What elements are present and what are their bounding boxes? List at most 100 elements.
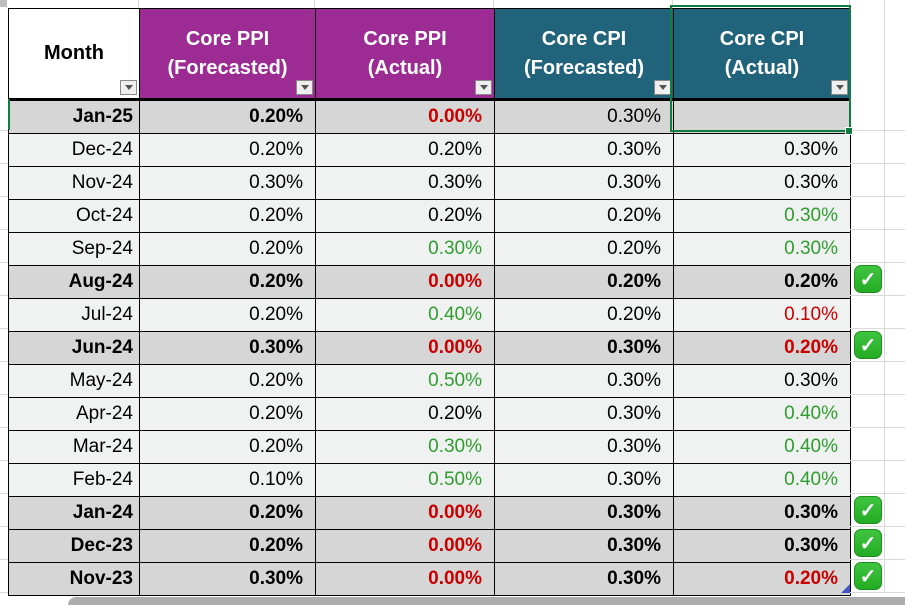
filter-dropdown-button[interactable] [120, 80, 137, 95]
cell-value[interactable]: 0.00% [315, 496, 495, 530]
cell-month[interactable]: Jan-25 [8, 99, 140, 134]
cell-value[interactable]: 0.20% [139, 496, 316, 530]
cell-value[interactable]: 0.20% [139, 232, 316, 266]
cell-value[interactable]: 0.20% [494, 298, 674, 332]
cell-month[interactable]: Feb-24 [8, 463, 140, 497]
cell-value[interactable]: 0.30% [494, 99, 674, 134]
cell-value[interactable]: 0.00% [315, 99, 495, 134]
chevron-down-icon [124, 85, 133, 90]
cell-value[interactable]: 0.20% [494, 265, 674, 299]
cell-value[interactable]: 0.20% [673, 265, 851, 299]
cell-value[interactable]: 0.30% [139, 166, 316, 200]
cell-month[interactable]: May-24 [8, 364, 140, 398]
cell-value[interactable]: 0.40% [315, 298, 495, 332]
cell-month[interactable]: Nov-24 [8, 166, 140, 200]
cell-value[interactable]: 0.30% [673, 364, 851, 398]
column-header-label: Month [44, 42, 104, 64]
cell-value[interactable] [673, 99, 851, 134]
cell-month[interactable]: Dec-23 [8, 529, 140, 563]
cell-value[interactable]: 0.10% [673, 298, 851, 332]
cell-value[interactable]: 0.20% [139, 529, 316, 563]
cell-value[interactable]: 0.30% [494, 331, 674, 365]
cell-month[interactable]: Jan-24 [8, 496, 140, 530]
cell-value[interactable]: 0.30% [673, 199, 851, 233]
filter-dropdown-button[interactable] [296, 80, 313, 95]
column-header-month[interactable]: Month [8, 8, 140, 101]
cell-value[interactable]: 0.10% [139, 463, 316, 497]
cell-value[interactable]: 0.30% [139, 562, 316, 596]
cell-value[interactable]: 0.30% [315, 430, 495, 464]
filter-dropdown-button[interactable] [475, 80, 492, 95]
cell-value[interactable]: 0.30% [139, 331, 316, 365]
cell-value[interactable]: 0.20% [139, 298, 316, 332]
cell-value[interactable]: 0.50% [315, 463, 495, 497]
cell-value[interactable]: 0.30% [494, 562, 674, 596]
cell-value[interactable]: 0.20% [139, 133, 316, 167]
cell-value[interactable]: 0.50% [315, 364, 495, 398]
cell-value[interactable]: 0.20% [139, 397, 316, 431]
cell-month[interactable]: Oct-24 [8, 199, 140, 233]
column-header-core-ppi-forecasted[interactable]: Core PPI (Forecasted) [139, 8, 316, 101]
cell-value[interactable]: 0.30% [673, 496, 851, 530]
cell-value[interactable]: 0.20% [673, 562, 851, 596]
cell-value[interactable]: 0.30% [494, 364, 674, 398]
cell-month[interactable]: Mar-24 [8, 430, 140, 464]
column-header-core-ppi-actual[interactable]: Core PPI (Actual) [315, 8, 495, 101]
gridline [0, 196, 8, 197]
cell-value[interactable]: 0.40% [673, 397, 851, 431]
cell-value[interactable]: 0.40% [673, 430, 851, 464]
cell-value[interactable]: 0.20% [139, 99, 316, 134]
table-row: Sep-24 0.20% 0.30% 0.20% 0.30% [8, 232, 851, 266]
cell-month[interactable]: Nov-23 [8, 562, 140, 596]
table-row: Feb-24 0.10% 0.50% 0.30% 0.40% [8, 463, 851, 497]
cell-month[interactable]: Aug-24 [8, 265, 140, 299]
cell-value[interactable]: 0.30% [494, 166, 674, 200]
fill-handle[interactable] [845, 127, 853, 135]
cell-month[interactable]: Apr-24 [8, 397, 140, 431]
cell-value[interactable]: 0.20% [315, 397, 495, 431]
cell-value[interactable]: 0.00% [315, 265, 495, 299]
cell-value[interactable]: 0.30% [673, 232, 851, 266]
cell-month[interactable]: Sep-24 [8, 232, 140, 266]
cell-value[interactable]: 0.20% [315, 199, 495, 233]
cell-value[interactable]: 0.30% [494, 463, 674, 497]
cell-value[interactable]: 0.30% [494, 430, 674, 464]
table-row: Jan-25 0.20% 0.00% 0.30% [8, 99, 851, 134]
cell-value[interactable]: 0.30% [673, 529, 851, 563]
cell-value[interactable]: 0.20% [315, 133, 495, 167]
cell-value[interactable]: 0.30% [673, 166, 851, 200]
cell-value[interactable]: 0.30% [315, 232, 495, 266]
filter-dropdown-button[interactable] [831, 80, 848, 95]
cell-month[interactable]: Jun-24 [8, 331, 140, 365]
cell-value[interactable]: 0.30% [494, 133, 674, 167]
column-header-core-cpi-forecasted[interactable]: Core CPI (Forecasted) [494, 8, 674, 101]
gridline [0, 163, 8, 164]
data-table: Month Core PPI (Forecasted) Core PPI [8, 8, 851, 596]
table-resize-handle[interactable] [841, 584, 850, 593]
cell-value[interactable]: 0.20% [139, 199, 316, 233]
gridline [493, 0, 494, 8]
cell-value[interactable]: 0.40% [673, 463, 851, 497]
cell-value[interactable]: 0.30% [494, 397, 674, 431]
cell-month[interactable]: Jul-24 [8, 298, 140, 332]
cell-value[interactable]: 0.30% [315, 166, 495, 200]
cell-value[interactable]: 0.20% [673, 331, 851, 365]
cell-value[interactable]: 0.00% [315, 529, 495, 563]
cell-value[interactable]: 0.30% [494, 496, 674, 530]
cell-value[interactable]: 0.20% [139, 430, 316, 464]
column-header-core-cpi-actual[interactable]: Core CPI (Actual) [673, 8, 851, 101]
cell-value[interactable]: 0.20% [494, 232, 674, 266]
cell-value[interactable]: 0.30% [494, 529, 674, 563]
cell-value[interactable]: 0.20% [139, 364, 316, 398]
cell-value[interactable]: 0.30% [673, 133, 851, 167]
cell-value[interactable]: 0.00% [315, 331, 495, 365]
cell-value[interactable]: 0.20% [494, 199, 674, 233]
cell-value[interactable]: 0.00% [315, 562, 495, 596]
table-row: May-24 0.20% 0.50% 0.30% 0.30% [8, 364, 851, 398]
gridline [0, 559, 8, 560]
cell-value[interactable]: 0.20% [139, 265, 316, 299]
table-row: Oct-24 0.20% 0.20% 0.20% 0.30% [8, 199, 851, 233]
gridline [0, 526, 8, 527]
cell-month[interactable]: Dec-24 [8, 133, 140, 167]
filter-dropdown-button[interactable] [654, 80, 671, 95]
